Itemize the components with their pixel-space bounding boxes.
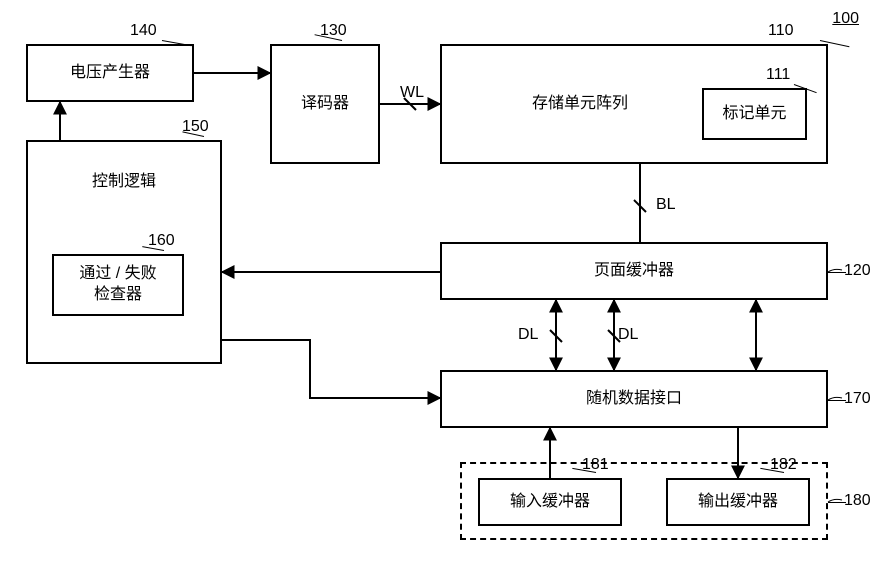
block-decoder: 译码器	[270, 44, 380, 164]
block-pf-checker-label: 通过 / 失败 检查器	[79, 264, 156, 306]
leader-180-l	[828, 502, 846, 503]
block-cell-array-label: 存储单元阵列	[532, 94, 628, 115]
ref-111: 111	[766, 66, 790, 84]
leader-170-l	[828, 400, 846, 401]
block-rand-if: 随机数据接口	[440, 370, 828, 428]
ref-170: 170	[844, 390, 871, 408]
signal-dl-2: DL	[618, 326, 638, 344]
block-rand-if-label: 随机数据接口	[586, 389, 682, 410]
signal-bl: BL	[656, 196, 676, 214]
block-control-logic-label: 控制逻辑	[92, 172, 156, 193]
ref-110: 110	[768, 22, 794, 40]
block-page-buffer-label: 页面缓冲器	[594, 261, 674, 282]
block-output-buffer-label: 输出缓冲器	[698, 492, 778, 513]
block-mark-cell-label: 标记单元	[722, 104, 786, 125]
ref-180: 180	[844, 492, 871, 510]
signal-wl: WL	[400, 84, 424, 102]
signal-dl-1: DL	[518, 326, 538, 344]
block-mark-cell: 标记单元	[702, 88, 807, 140]
leader-120-l	[828, 272, 846, 273]
block-voltage-generator: 电压产生器	[26, 44, 194, 102]
block-page-buffer: 页面缓冲器	[440, 242, 828, 300]
block-pf-checker: 通过 / 失败 检查器	[52, 254, 184, 316]
ref-120: 120	[844, 262, 871, 280]
block-voltage-generator-label: 电压产生器	[70, 63, 150, 84]
block-input-buffer: 输入缓冲器	[478, 478, 622, 526]
block-output-buffer: 输出缓冲器	[666, 478, 810, 526]
block-input-buffer-label: 输入缓冲器	[510, 492, 590, 513]
ref-140: 140	[130, 22, 157, 40]
figure-ref-label: 100	[832, 10, 859, 28]
block-decoder-label: 译码器	[301, 94, 349, 115]
block-control-logic: 控制逻辑	[26, 140, 222, 364]
